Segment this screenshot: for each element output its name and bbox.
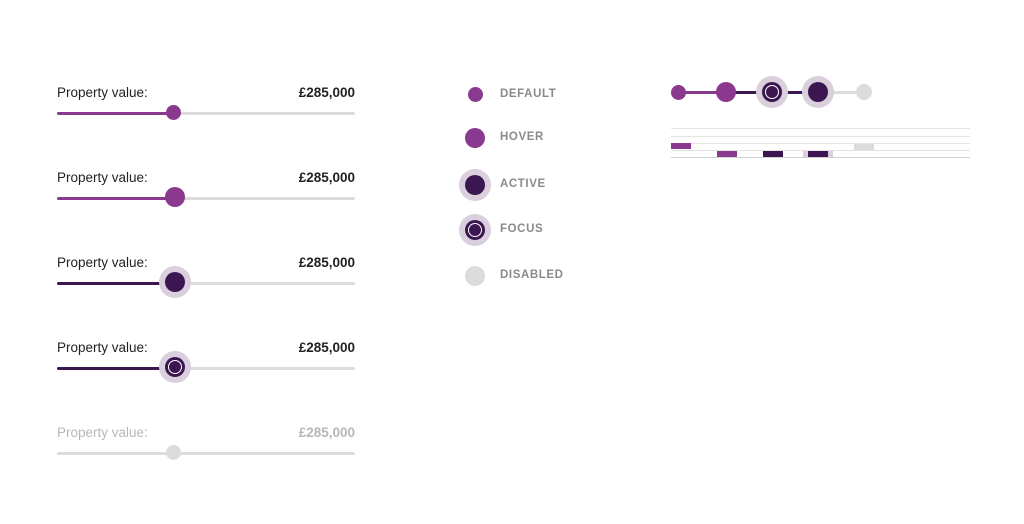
slider-label: Property value: (57, 170, 148, 185)
guide-line (671, 128, 970, 129)
spacing-bar-default (671, 143, 691, 149)
slider-track-fill (57, 112, 173, 115)
slider-track-fill (57, 367, 175, 370)
thumb-dot (165, 187, 185, 207)
slider-default: Property value: £285,000 (57, 85, 355, 135)
thumb-focus-ring (168, 360, 182, 374)
legend-label: ACTIVE (500, 178, 546, 190)
spacing-bar-focus (763, 151, 783, 157)
guide-line (671, 157, 970, 158)
slider-track-fill (57, 282, 175, 285)
slider-track[interactable] (57, 112, 355, 115)
spacing-bar-active (808, 151, 828, 157)
slider-value: £285,000 (298, 340, 355, 355)
slider-value: £285,000 (298, 425, 355, 440)
guide-line (671, 136, 970, 137)
overview-thumb-hover (716, 82, 736, 102)
slider-label: Property value: (57, 425, 148, 440)
overview-focus-ring (765, 85, 779, 99)
guide-line (671, 143, 970, 144)
thumb-hover-icon (460, 123, 490, 153)
legend-hover: HOVER (460, 123, 600, 153)
overview-thumb-default (671, 85, 686, 100)
legend-label: DISABLED (500, 269, 564, 281)
legend-label: FOCUS (500, 223, 544, 235)
slider-disabled: Property value: £285,000 (57, 425, 355, 475)
slider-label: Property value: (57, 340, 148, 355)
thumb-dot (165, 272, 185, 292)
slider-hover: Property value: £285,000 (57, 170, 355, 220)
thumb-dot (166, 445, 181, 460)
legend-default: DEFAULT (460, 80, 600, 110)
slider-track (57, 452, 355, 455)
legend-focus: FOCUS (459, 214, 600, 246)
slider-value: £285,000 (298, 170, 355, 185)
slider-label: Property value: (57, 255, 148, 270)
legend-active: ACTIVE (459, 169, 600, 201)
slider-track[interactable] (57, 282, 355, 285)
guide-line (671, 150, 970, 151)
overview-thumb-disabled (856, 84, 872, 100)
slider-value: £285,000 (298, 85, 355, 100)
thumb-dot (166, 105, 181, 120)
spacing-bar-disabled (854, 144, 874, 150)
slider-track[interactable] (57, 197, 355, 200)
slider-track-fill (57, 452, 173, 455)
spacing-bar-hover (717, 151, 737, 157)
overview-track-disabled (818, 91, 864, 94)
legend-label: DEFAULT (500, 88, 557, 100)
thumb-disabled-icon (460, 261, 490, 291)
slider-focus: Property value: £285,000 (57, 340, 355, 390)
slider-track[interactable] (57, 367, 355, 370)
thumb-default-icon (460, 80, 490, 110)
thumb-active-icon (459, 169, 491, 201)
thumb-focus-icon (459, 214, 491, 246)
legend-disabled: DISABLED (460, 261, 600, 291)
legend-label: HOVER (500, 131, 544, 143)
slider-label: Property value: (57, 85, 148, 100)
slider-value: £285,000 (298, 255, 355, 270)
overview-track-default (678, 91, 726, 94)
overview-thumb-active (808, 82, 828, 102)
slider-active: Property value: £285,000 (57, 255, 355, 305)
slider-track-fill (57, 197, 175, 200)
